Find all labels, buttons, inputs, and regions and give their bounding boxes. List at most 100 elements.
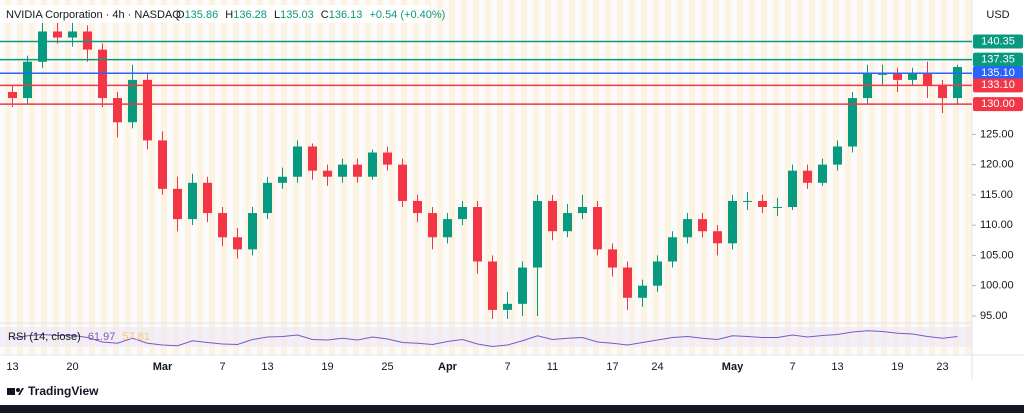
candle-body (218, 213, 227, 238)
candle-body (578, 207, 587, 214)
candle-body (878, 73, 887, 75)
candle-body (563, 213, 572, 232)
level-badge (973, 78, 1023, 93)
candle-body (713, 231, 722, 244)
level-badge (973, 34, 1023, 49)
candle-body (428, 213, 437, 238)
candle-body (23, 61, 32, 99)
x-tick-label: Apr (438, 361, 458, 373)
candle-body (638, 285, 647, 298)
x-tick-label: 23 (936, 361, 948, 373)
candle-body (248, 213, 257, 250)
logo-mark (7, 388, 15, 395)
candle-body (353, 164, 362, 177)
candle-body (893, 73, 902, 80)
ohlc: O135.86 H136.28 L135.03 C136.13 +0.54 (+… (176, 9, 445, 21)
label: L (274, 9, 280, 21)
y-tick-label: 105.00 (980, 249, 1014, 261)
candle-body (908, 73, 917, 80)
candle-body (668, 237, 677, 262)
candle-body (473, 207, 482, 262)
x-tick-label: 17 (606, 361, 618, 373)
candle-body (323, 170, 332, 177)
x-tick-label: 13 (6, 361, 18, 373)
value: 135.86 (185, 9, 219, 21)
candle-body (188, 182, 197, 220)
rsi-ma-value: 57.81 (122, 331, 150, 343)
x-tick-label: 13 (261, 361, 273, 373)
candle-body (413, 200, 422, 214)
x-tick-label: 19 (321, 361, 333, 373)
rsi-name: RSI (14, close) (8, 331, 81, 343)
candle-body (293, 146, 302, 177)
candle-body (758, 200, 767, 207)
x-tick-label: 24 (651, 361, 663, 373)
candle-body (743, 200, 752, 202)
rsi-line (12, 330, 958, 348)
label: O (176, 9, 185, 21)
header-bg (0, 5, 430, 23)
logo: TradingView (7, 384, 99, 398)
label: C (321, 9, 329, 21)
x-tick-label: 13 (831, 361, 843, 373)
candle-body (548, 200, 557, 232)
candle-body (953, 67, 962, 99)
x-tick-label: 19 (891, 361, 903, 373)
candle-body (803, 170, 812, 183)
level-badge (973, 97, 1023, 112)
candle-body (368, 152, 377, 177)
candle-body (728, 200, 737, 244)
value: 136.13 (329, 9, 363, 21)
candle-body (128, 79, 137, 123)
candle-body (203, 182, 212, 214)
level-label: 137.35 (981, 54, 1015, 66)
candle-body (68, 31, 77, 38)
candle-body (8, 92, 17, 99)
y-tick-label: 110.00 (980, 219, 1013, 231)
x-tick-label: 7 (219, 361, 225, 373)
x-tick-label: 20 (66, 361, 78, 373)
value: 135.03 (280, 9, 314, 21)
level-badge (973, 52, 1023, 67)
candle-body (83, 31, 92, 50)
logo-mark (16, 388, 20, 392)
candle-body (683, 219, 692, 238)
y-tick-label: 100.00 (980, 280, 1014, 292)
logo-mark (18, 388, 24, 395)
candle-body (278, 176, 287, 183)
y-tick-label: 95.00 (980, 310, 1008, 322)
candle-body (263, 182, 272, 214)
candle-body (383, 152, 392, 165)
level-label: 130.00 (981, 98, 1015, 110)
x-tick-label: Mar (153, 361, 173, 373)
x-tick-label: 25 (381, 361, 393, 373)
currency: USD (986, 9, 1009, 21)
candle-body (38, 31, 47, 62)
candle-body (653, 261, 662, 286)
candle-body (938, 85, 947, 99)
y-tick-label: 125.00 (980, 128, 1014, 140)
rsi-band (0, 327, 972, 347)
plot (8, 13, 962, 348)
level-label: 140.35 (981, 35, 1015, 47)
candle-body (773, 207, 782, 208)
candle-body (593, 207, 602, 250)
change: +0.54 (+0.40%) (369, 9, 445, 21)
candle-body (698, 219, 707, 232)
rsi-value: 61.97 (88, 331, 116, 343)
candle-body (443, 219, 452, 238)
candle-body (818, 164, 827, 183)
level-badge (973, 66, 1023, 81)
candle-body (848, 98, 857, 147)
candle-body (458, 207, 467, 220)
label: H (225, 9, 233, 21)
brand: TradingView (28, 384, 99, 398)
rsi-title: RSI (14, close) 61.97 57.81 (8, 331, 150, 343)
candle-body (623, 267, 632, 298)
candle-body (533, 200, 542, 268)
candle-body (53, 31, 62, 38)
y-tick-label: 115.00 (980, 189, 1013, 201)
candle-body (923, 73, 932, 86)
